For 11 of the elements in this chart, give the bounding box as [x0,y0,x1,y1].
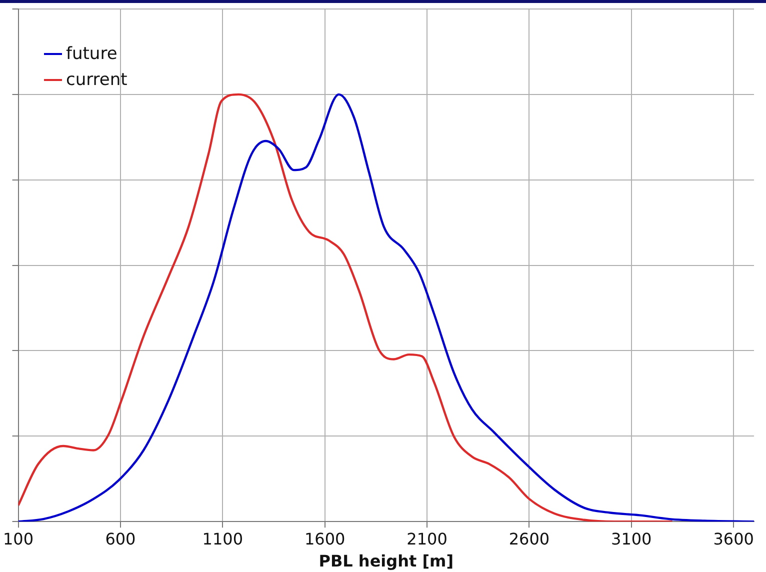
x-tick-label: 100 [2,529,34,548]
x-tick-label: 3100 [611,529,652,548]
x-tick-label: 1100 [202,529,243,548]
x-tick-label: 3600 [713,529,754,548]
x-tick-label: 2600 [508,529,550,548]
legend-label: current [66,69,128,92]
x-tick-label: 1600 [304,529,346,548]
x-tick-label: 600 [105,529,136,548]
x-axis-title: PBL height [m] [318,552,454,571]
legend-label: future [66,43,118,66]
x-tick-label: 2100 [406,529,448,548]
